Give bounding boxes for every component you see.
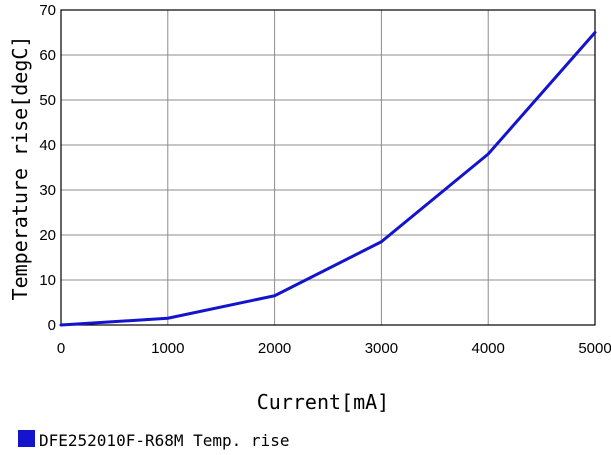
legend-swatch [18,430,35,447]
y-tick-label: 70 [39,2,56,19]
x-tick-labels: 0 1000 2000 3000 4000 5000 [57,340,611,357]
legend-label: DFE252010F-R68M Temp. rise [39,431,289,450]
x-tick-label: 3000 [365,340,398,357]
x-axis-label: Current[mA] [257,390,389,414]
x-tick-label: 1000 [151,340,184,357]
x-tick-label: 4000 [472,340,505,357]
series-layer [59,31,597,327]
y-tick-label: 10 [39,272,56,289]
series-line [59,31,597,327]
y-tick-label: 40 [39,137,56,154]
y-tick-labels: 0 10 20 30 40 50 60 70 [39,2,56,334]
y-tick-label: 60 [39,47,56,64]
grid-lines [60,9,596,326]
y-tick-label: 50 [39,92,56,109]
legend: DFE252010F-R68M Temp. rise [18,430,289,450]
x-tick-label: 2000 [258,340,291,357]
y-tick-label: 0 [48,317,56,334]
x-tick-label: 0 [57,340,65,357]
plot-area-frame [60,9,596,326]
x-tick-label: 5000 [578,340,611,357]
y-axis-label: Temperature rise[degC] [8,36,32,301]
y-tick-label: 20 [39,227,56,244]
y-tick-label: 30 [39,182,56,199]
